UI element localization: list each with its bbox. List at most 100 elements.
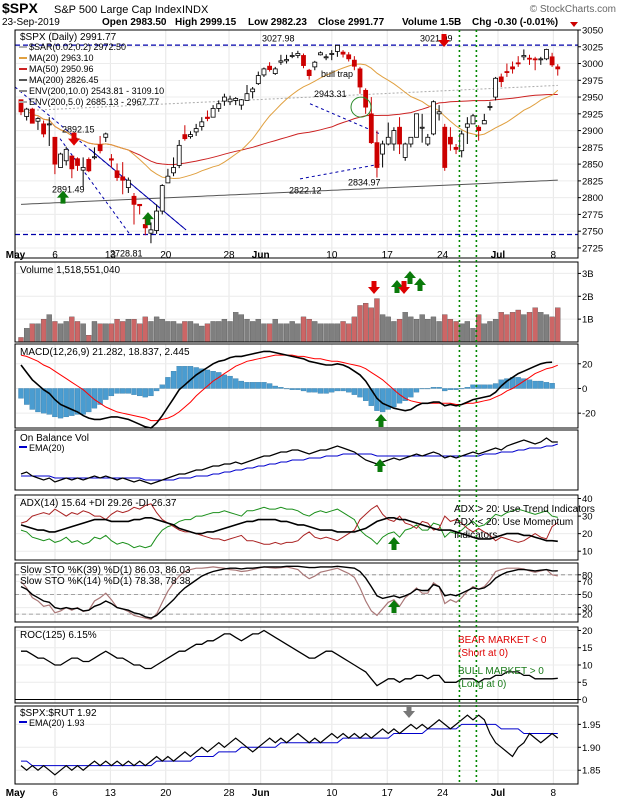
candle-body (199, 121, 205, 127)
histogram-bar (40, 388, 47, 414)
volume-bar (210, 321, 216, 343)
histogram-bar (357, 388, 363, 398)
candle-body (329, 53, 335, 55)
candle-body (227, 98, 233, 103)
candle-body (380, 143, 386, 155)
arrow-shape (404, 271, 416, 284)
volume-bar (526, 312, 533, 343)
volume-bar (165, 321, 171, 343)
histogram-bar (148, 388, 154, 397)
histogram-bar (317, 388, 324, 394)
y-tick-label: 20 (582, 626, 593, 637)
watermark: © StockCharts.com (530, 4, 616, 15)
histogram-bar (526, 379, 533, 389)
candle-body (92, 156, 97, 159)
candle-body (205, 116, 210, 119)
candle-body (391, 130, 397, 145)
candle-body (97, 144, 103, 152)
y-tick-label: 2925 (582, 109, 603, 120)
volume-bar (182, 321, 188, 343)
volume-bar (300, 316, 307, 343)
candle-body (447, 136, 453, 145)
volume-bar (221, 318, 228, 343)
volume-bar (391, 321, 397, 343)
volume-bar (46, 314, 52, 343)
volume-bar (86, 334, 92, 343)
volume-bar (543, 314, 550, 343)
legend-entry: MA(50) 2950.96 (29, 64, 94, 74)
candle-body (346, 54, 352, 60)
histogram-bar (63, 388, 69, 418)
volume-bar (306, 318, 312, 343)
candle-body (272, 68, 278, 74)
candle-body (159, 185, 165, 212)
falling-wedge-trendline (14, 86, 187, 231)
volume-bar (374, 298, 380, 343)
y-tick-label: 2B (582, 292, 594, 303)
sell-arrow-icon (368, 281, 380, 294)
buy-arrow-icon (391, 280, 403, 293)
symbol-title: $SPX (2, 0, 38, 16)
candle-body (408, 136, 414, 145)
histogram-bar (233, 378, 239, 389)
sto-k39-line (20, 565, 558, 619)
histogram-bar (346, 388, 352, 393)
price-legend: $SPX (Daily) 2991.77$SAR(0.02,0.2) 2972.… (19, 32, 164, 107)
histogram-bar (278, 387, 284, 389)
volume-bar (74, 321, 81, 343)
histogram-bar (391, 388, 397, 408)
volume-bar (136, 323, 143, 343)
histogram-bar (521, 378, 527, 389)
y-tick-label: 2825 (582, 176, 603, 187)
candle-body (221, 96, 227, 102)
histogram-bar (543, 382, 550, 389)
histogram-bar (35, 388, 41, 413)
arrow-shape (438, 34, 450, 47)
candle-body (210, 108, 216, 118)
ma20-line (20, 63, 559, 180)
histogram-bar (204, 369, 211, 389)
y-tick-label: 2975 (582, 76, 603, 87)
histogram-bar (193, 367, 199, 389)
histogram-bar (549, 383, 555, 389)
buy-arrow-icon (374, 459, 386, 472)
candle-body (80, 167, 86, 171)
candle-body (171, 167, 176, 174)
y-tick-label: 2950 (582, 93, 603, 104)
histogram-bar (165, 377, 171, 389)
stochastics-gridlines (14, 563, 554, 622)
support-trendline (59, 138, 131, 235)
histogram-bar (170, 371, 177, 389)
volume-bar (261, 323, 267, 343)
volume-bar (521, 314, 527, 343)
y-tick-label: 3B (582, 269, 594, 280)
y-tick-label: 0 (582, 384, 587, 395)
volume-bar (131, 318, 137, 343)
candle-body (63, 148, 69, 162)
price-annotation: bull trap (321, 69, 353, 79)
volume-bar (193, 323, 199, 343)
volume-bar (436, 321, 442, 343)
price-annotation: 3027.98 (262, 33, 295, 43)
volume-bar (176, 323, 182, 343)
y-tick-label: 3025 (582, 42, 603, 53)
x-axis-label: 13 (105, 250, 117, 261)
candle-body (368, 113, 374, 144)
x-axis-label: May (6, 250, 26, 261)
roc-note: BULL MARKET > 0 (458, 666, 544, 677)
candle-body (109, 158, 114, 161)
candle-body (493, 77, 499, 98)
volume-bar (35, 323, 41, 343)
volume-bar (402, 312, 408, 343)
arrow-shape (142, 212, 154, 226)
histogram-bar (103, 388, 109, 400)
volume-bar (425, 318, 431, 343)
open-label: Open 2983.50 (102, 17, 167, 28)
volume-panel-title: Volume 1,518,551,040 (20, 265, 121, 276)
volume-bar (159, 318, 165, 343)
candle-body (521, 55, 527, 58)
candle-body (323, 56, 329, 59)
volume-bar (323, 323, 329, 343)
candle-body (46, 123, 52, 126)
x-axis-label: 13 (105, 788, 117, 799)
